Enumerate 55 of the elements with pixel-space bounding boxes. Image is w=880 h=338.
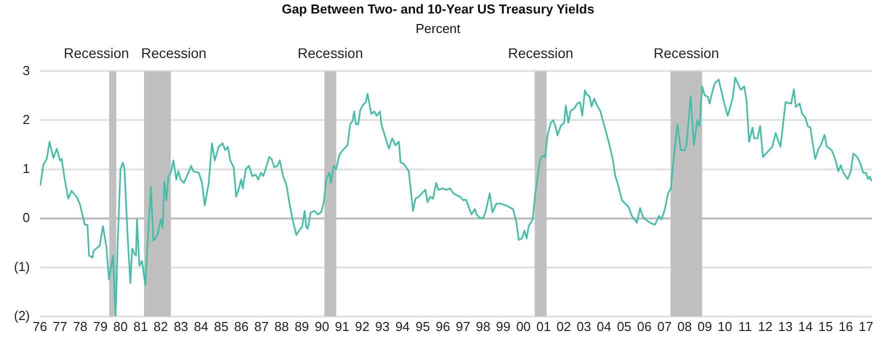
band-label: Recession [654, 45, 720, 62]
x-tick-label: 80 [113, 318, 128, 334]
x-tick-label: 11 [738, 318, 752, 334]
x-tick-label: 13 [778, 318, 793, 334]
x-tick-label: 87 [254, 318, 269, 334]
x-tick-label: 08 [677, 318, 692, 334]
x-tick-label: 12 [758, 318, 772, 334]
x-tick-label: 05 [616, 318, 632, 334]
y-tick-label: (2) [14, 308, 30, 323]
x-tick-label: 03 [576, 318, 592, 334]
x-tick-label: 06 [637, 318, 652, 334]
x-tick-label: 99 [496, 318, 511, 334]
y-tick-label: 0 [22, 210, 30, 225]
x-tick-label: 98 [476, 318, 490, 334]
x-tick-label: 84 [194, 318, 208, 334]
x-tick-label: 97 [456, 318, 470, 334]
band-label: Recession [508, 45, 574, 62]
y-tick-label: (1) [14, 258, 30, 274]
x-tick-label: 77 [52, 318, 68, 334]
x-tick-label: 79 [93, 318, 108, 334]
x-tick-label: 85 [214, 318, 228, 334]
x-tick-label: 82 [154, 318, 168, 334]
x-tick-label: 86 [234, 318, 249, 334]
band-label: Recession [64, 45, 130, 62]
x-tick-label: 07 [657, 318, 672, 334]
x-tick-label: 93 [375, 318, 390, 334]
x-tick-label: 78 [72, 318, 88, 334]
x-tick-label: 89 [294, 318, 310, 334]
x-tick-label: 00 [516, 318, 531, 334]
y-tick-label: 1 [22, 160, 30, 176]
x-tick-label: 96 [436, 318, 450, 334]
x-tick-label: 83 [174, 318, 188, 334]
x-tick-label: 76 [32, 318, 48, 334]
x-tick-label: 01 [536, 318, 551, 334]
y-tick-label: 3 [22, 62, 30, 78]
chart-title: Gap Between Two- and 10-Year US Treasury Yields [282, 1, 594, 16]
x-tick-label: 81 [133, 318, 148, 334]
x-tick-label: 02 [556, 318, 571, 334]
x-tick-label: 15 [818, 318, 833, 334]
x-tick-label: 88 [274, 318, 289, 334]
x-tick-label: 16 [838, 318, 854, 334]
x-tick-label: 91 [334, 318, 350, 334]
chart-subtitle: Percent [416, 20, 461, 36]
x-tick-label: 90 [314, 318, 330, 334]
x-tick-label: 04 [596, 318, 612, 334]
x-tick-label: 92 [355, 318, 370, 334]
y-tick-label: 2 [22, 112, 30, 127]
x-tick-label: 95 [415, 318, 430, 334]
x-tick-label: 10 [718, 318, 732, 334]
x-tick-label: 09 [698, 318, 712, 334]
x-tick-label: 17 [858, 318, 874, 334]
band-label: Recession [141, 45, 206, 62]
band-label: Recession [298, 45, 364, 62]
x-tick-label: 94 [395, 318, 410, 334]
x-tick-label: 14 [798, 318, 813, 334]
